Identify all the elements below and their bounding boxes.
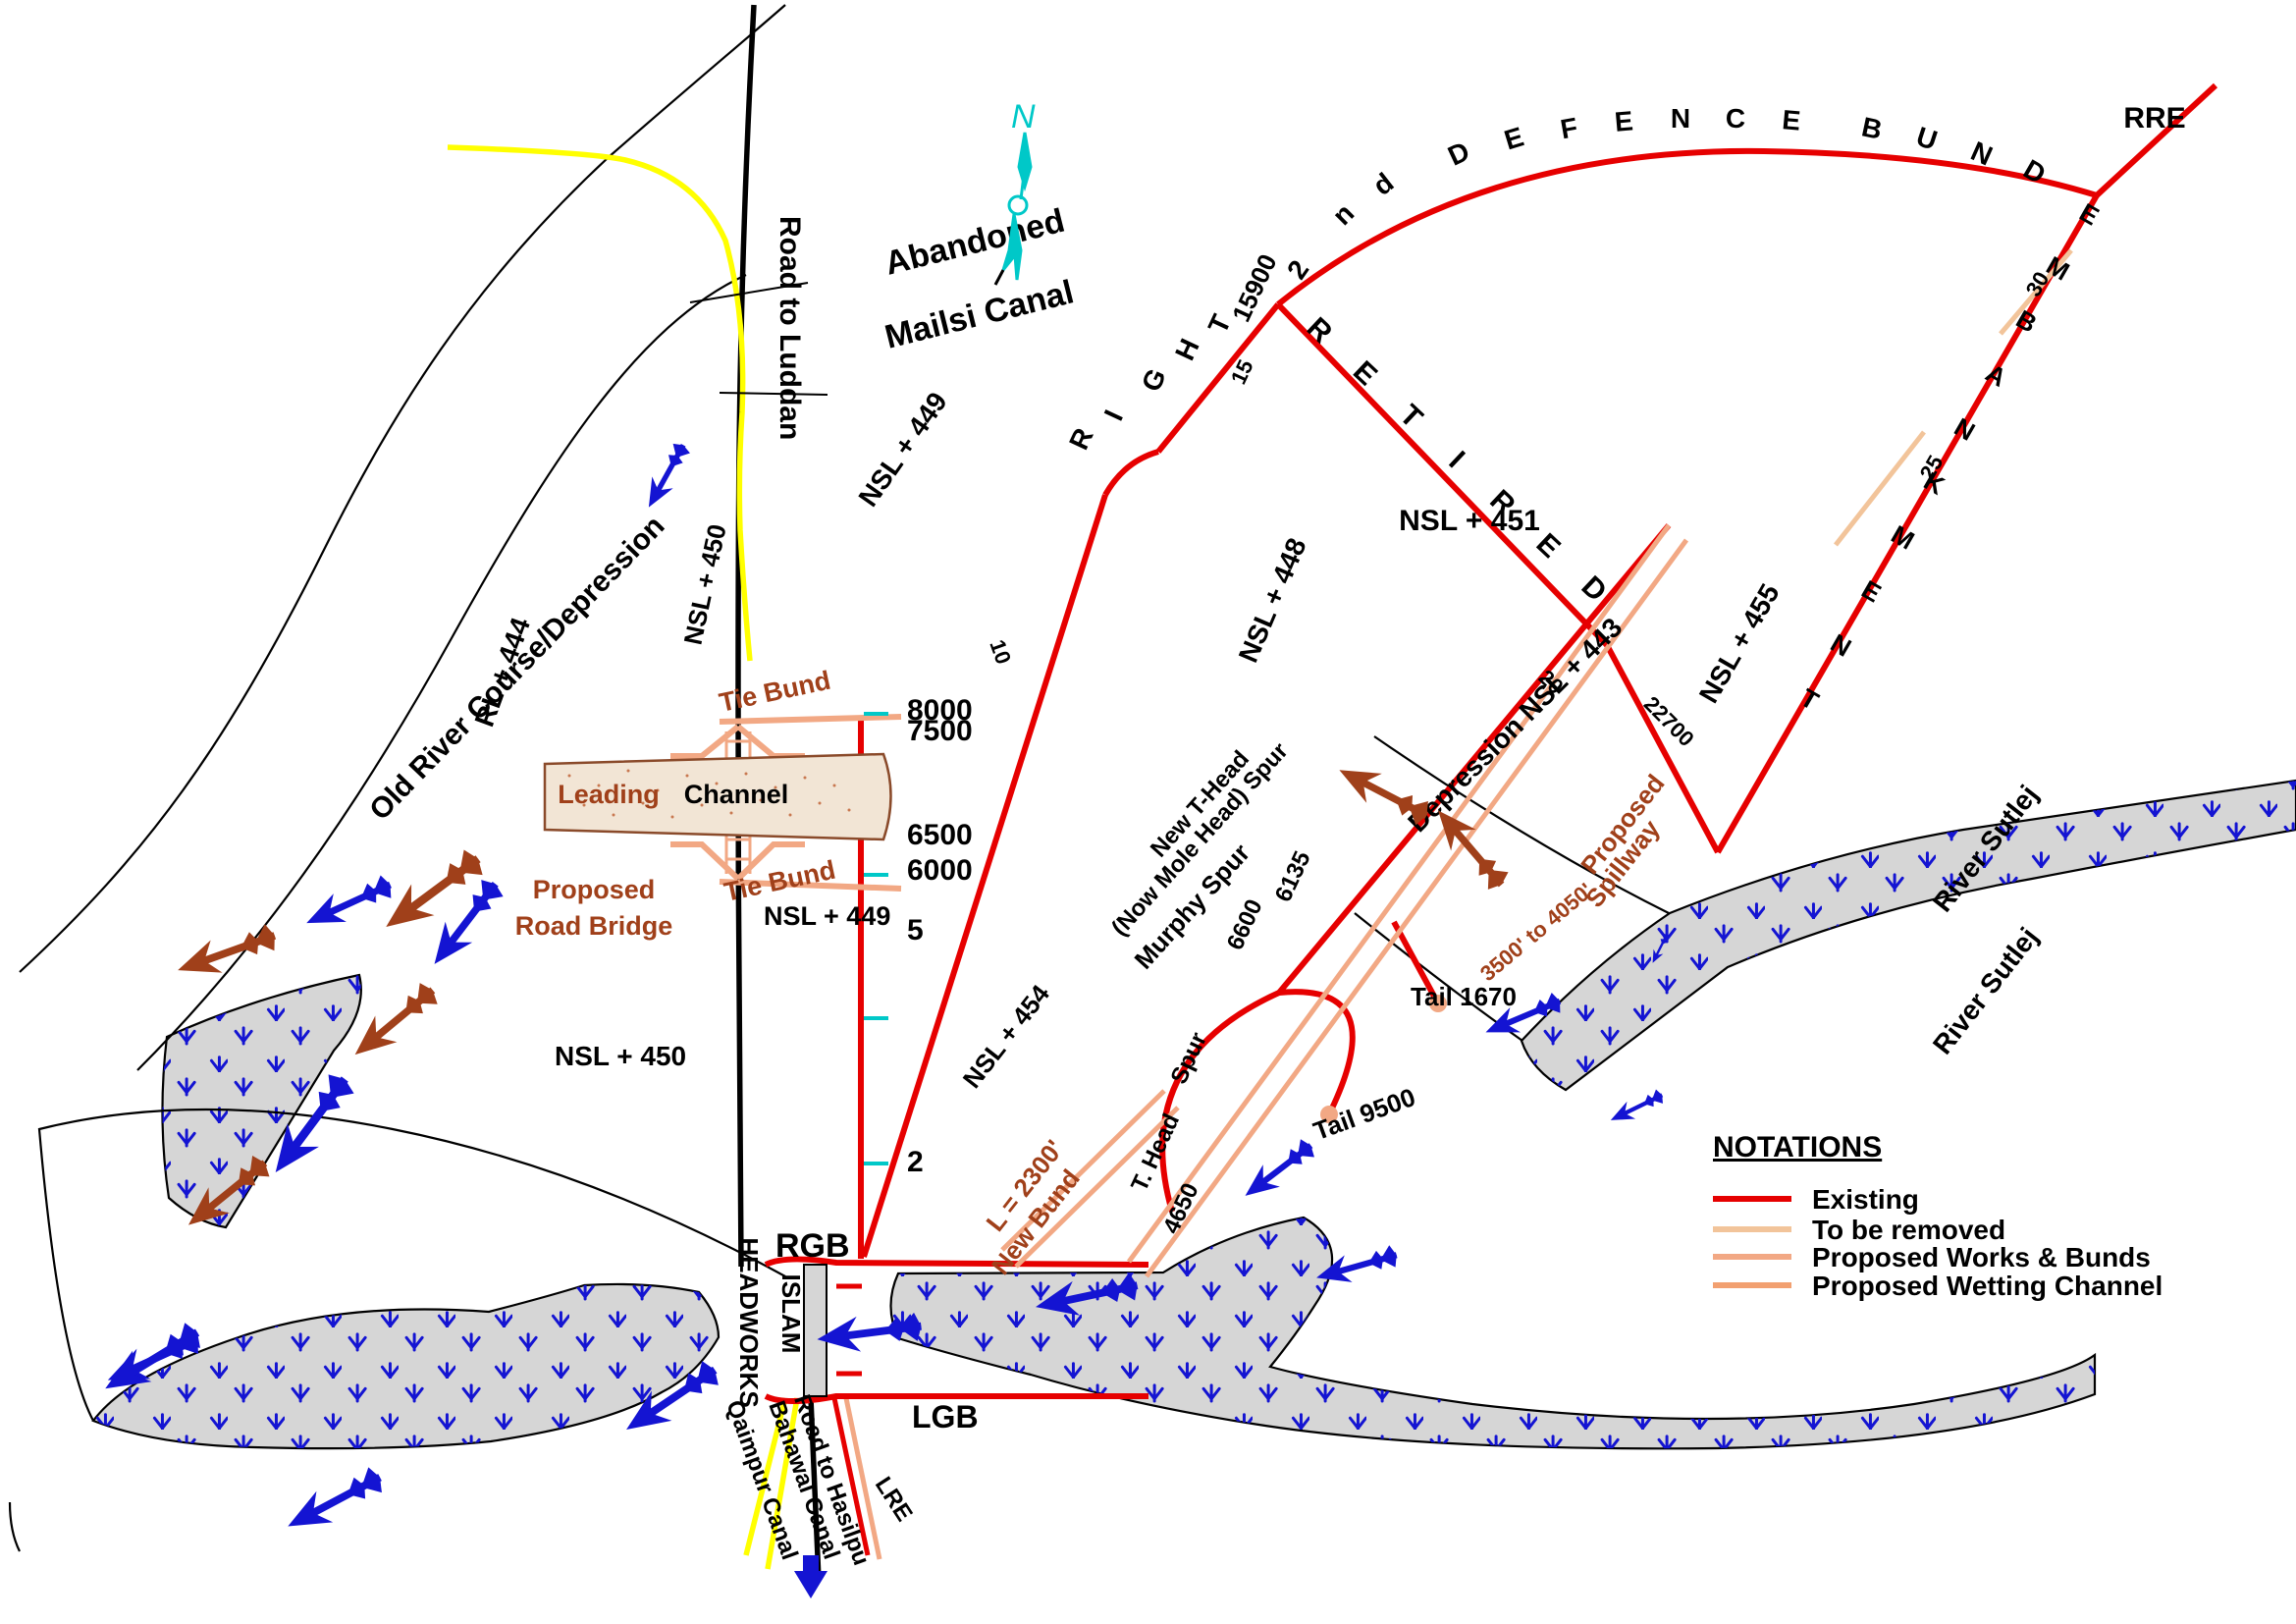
svg-text:Tail 1670: Tail 1670	[1411, 982, 1517, 1011]
svg-text:E: E	[1781, 104, 1801, 136]
svg-text:ISLAM: ISLAM	[776, 1274, 806, 1354]
svg-text:N: N	[1671, 103, 1690, 134]
svg-text:Road to Luddan: Road to Luddan	[774, 216, 806, 440]
svg-text:C: C	[1726, 103, 1745, 134]
svg-text:6500: 6500	[907, 819, 973, 851]
svg-text:6000: 6000	[907, 854, 973, 887]
svg-text:E: E	[1614, 105, 1634, 137]
svg-text:Proposed Works & Bunds: Proposed Works & Bunds	[1812, 1242, 2151, 1272]
svg-text:LGB: LGB	[912, 1399, 979, 1435]
svg-text:5: 5	[907, 914, 924, 947]
svg-text:HEADWORKS: HEADWORKS	[734, 1237, 764, 1407]
svg-text:NSL + 451: NSL + 451	[1399, 505, 1540, 537]
svg-text:Existing: Existing	[1812, 1184, 1919, 1215]
svg-text:Channel: Channel	[684, 780, 789, 809]
svg-text:7500: 7500	[907, 715, 973, 747]
svg-text:Proposed Wetting Channel: Proposed Wetting Channel	[1812, 1271, 2163, 1301]
svg-text:2: 2	[907, 1146, 924, 1178]
svg-text:NOTATIONS: NOTATIONS	[1713, 1131, 1882, 1164]
svg-text:RGB: RGB	[775, 1227, 850, 1265]
svg-text:Leading: Leading	[558, 780, 660, 809]
svg-text:NSL + 449: NSL + 449	[764, 901, 890, 931]
svg-text:N: N	[1011, 98, 1036, 135]
svg-text:To be removed: To be removed	[1812, 1215, 2005, 1245]
svg-text:Proposed: Proposed	[533, 875, 656, 904]
svg-text:RRE: RRE	[2123, 102, 2185, 135]
svg-text:Road Bridge: Road Bridge	[515, 911, 673, 941]
svg-text:NSL + 450: NSL + 450	[555, 1041, 686, 1071]
